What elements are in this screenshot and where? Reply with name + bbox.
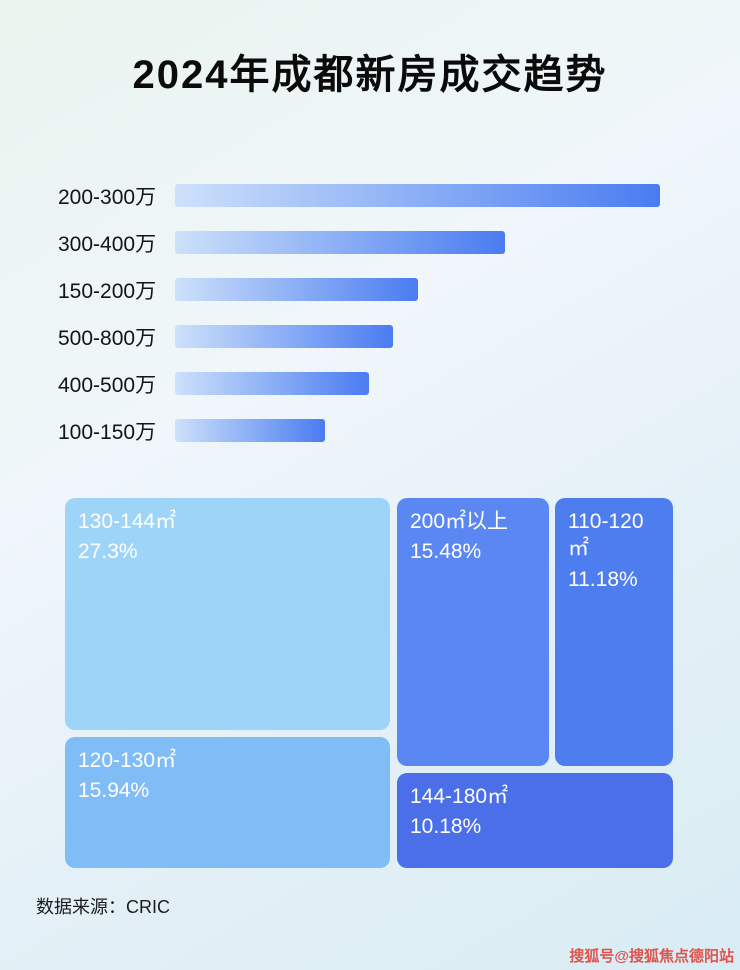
- bar-category-label: 400-500万: [58, 373, 157, 397]
- bar-category-label: 150-200万: [58, 279, 157, 303]
- treemap-block: 130-144㎡ 27.3%: [65, 498, 390, 730]
- treemap-block: 144-180㎡ 10.18%: [397, 773, 673, 868]
- area-share-treemap: 130-144㎡ 27.3% 200㎡以上 15.48% 110-120㎡ 11.18% 1…: [65, 498, 673, 868]
- bar: [175, 184, 660, 207]
- bar: [175, 372, 369, 395]
- bar-row: 100-150万: [58, 419, 688, 444]
- bar-row: 500-800万: [58, 325, 688, 350]
- price-range-bar-chart: 200-300万 300-400万 150-200万 500-800万 400-500万…: [58, 184, 688, 466]
- bar: [175, 325, 393, 348]
- watermark-label: 搜狐号@搜狐焦点德阳站: [569, 948, 734, 965]
- bar: [175, 278, 418, 301]
- treemap-block-label: 144-180㎡: [410, 785, 509, 808]
- treemap-block-value: 11.18%: [568, 567, 638, 591]
- treemap-block-label: 130-144㎡: [78, 510, 177, 533]
- bar-row: 300-400万: [58, 231, 688, 256]
- treemap-block-value: 15.48%: [410, 540, 482, 564]
- page-title: 2024年成都新房成交趋势: [132, 53, 608, 97]
- data-source-label: 数据来源：CRIC: [36, 897, 170, 917]
- treemap-block: 110-120㎡ 11.18%: [555, 498, 673, 766]
- bar-category-label: 200-300万: [58, 185, 157, 209]
- bar-category-label: 100-150万: [58, 420, 157, 444]
- bar-row: 200-300万: [58, 184, 688, 209]
- treemap-block-label: 200㎡以上: [410, 510, 509, 533]
- treemap-block: 120-130㎡ 15.94%: [65, 737, 390, 868]
- bar-row: 400-500万: [58, 372, 688, 397]
- treemap-block-value: 10.18%: [410, 815, 482, 839]
- bar: [175, 231, 505, 254]
- bar-row: 150-200万: [58, 278, 688, 303]
- bar-category-label: 300-400万: [58, 232, 157, 256]
- bar-category-label: 500-800万: [58, 326, 157, 350]
- treemap-block-value: 15.94%: [78, 779, 150, 803]
- treemap-block-label: 120-130㎡: [78, 749, 177, 772]
- treemap-block-value: 27.3%: [78, 540, 138, 564]
- treemap-block-label: 110-120㎡: [568, 510, 644, 561]
- bar: [175, 419, 325, 442]
- treemap-block: 200㎡以上 15.48%: [397, 498, 549, 766]
